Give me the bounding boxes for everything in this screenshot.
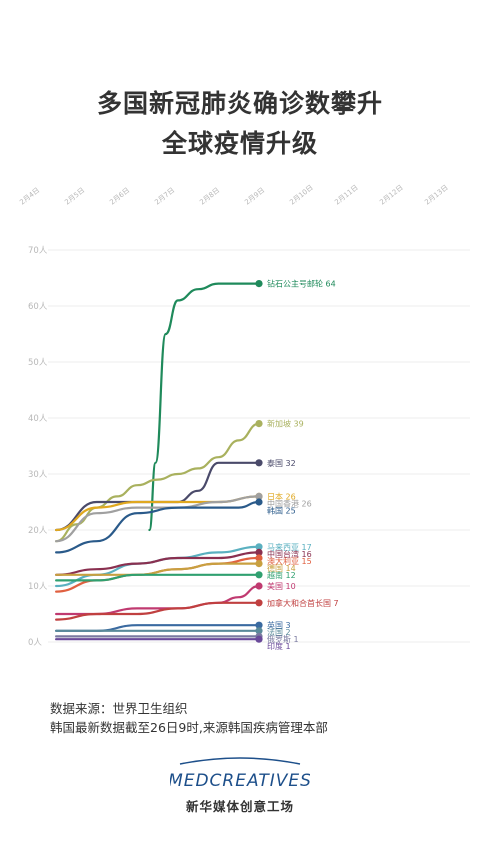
y-tick-layer: 0人 10人 20人 30人 40人 50人 60人 70人 xyxy=(28,246,48,648)
x-tick-label: 2月13日 xyxy=(423,183,449,206)
series-end-dot xyxy=(255,627,263,635)
series-line xyxy=(148,282,261,532)
series-label: 越南 12 xyxy=(267,570,296,580)
x-tick-label: 2月11日 xyxy=(333,183,359,206)
x-tick-label: 2月4日 xyxy=(18,186,41,206)
series-end-dot xyxy=(255,582,263,590)
series-line xyxy=(55,500,261,554)
y-tick-label: 60人 xyxy=(28,302,48,312)
y-tick-label: 20人 xyxy=(28,526,48,536)
series-end-dot xyxy=(255,560,263,568)
series-label: 加拿大和合首长国 7 xyxy=(267,598,339,608)
series-end-dot xyxy=(255,280,263,288)
series-end-dot xyxy=(255,635,263,643)
series-label: 中国香港 26 xyxy=(267,498,312,508)
series-label: 马来西亚 17 xyxy=(267,543,312,552)
source-note-korea: 韩国最新数据截至26日9时,来源韩国疾病管理本部 xyxy=(50,720,328,735)
series-end-dot xyxy=(255,599,263,607)
series-line xyxy=(55,584,261,616)
y-tick-label: 0人 xyxy=(28,638,42,648)
title-line-1: 多国新冠肺炎确诊数攀升 xyxy=(96,89,383,118)
x-tick-label: 2月12日 xyxy=(378,183,404,206)
series-label: 法国 2 xyxy=(267,627,291,637)
x-tick-label: 2月10日 xyxy=(288,183,314,206)
series-label: 日本 26 xyxy=(267,491,296,501)
x-tick-label: 2月6日 xyxy=(108,186,131,206)
series-label: 泰国 32 xyxy=(267,458,296,468)
series-label: 德国 14 xyxy=(267,563,296,573)
x-tick-label: 2月9日 xyxy=(243,186,266,206)
series-label: 钻石公主号邮轮 64 xyxy=(267,279,336,289)
logo-wordmark: MEDCREATIVES xyxy=(170,771,310,791)
grid-layer xyxy=(48,249,470,643)
series-end-dot xyxy=(255,459,263,467)
series-end-dot xyxy=(255,548,263,557)
x-tick-label: 2月7日 xyxy=(153,186,176,206)
title-line-2: 全球疫情升级 xyxy=(161,129,318,158)
y-tick-label: 30人 xyxy=(28,470,48,480)
series-line xyxy=(55,601,261,621)
series-line xyxy=(55,422,261,543)
series-end-dot xyxy=(255,621,263,629)
y-tick-label: 70人 xyxy=(28,246,48,256)
series-line xyxy=(55,573,261,582)
series-end-dot xyxy=(255,498,263,506)
series-label: 美国 10 xyxy=(267,581,296,591)
series-line xyxy=(55,551,261,576)
series-label: 英国 3 xyxy=(267,620,291,630)
series-line xyxy=(55,562,261,576)
series-end-dot xyxy=(255,420,263,428)
series-line xyxy=(55,461,261,532)
series-label: 新加坡 39 xyxy=(267,419,304,429)
medcreatives-logo: MEDCREATIVES xyxy=(170,757,310,791)
source-note: 数据来源：世界卫生组织 xyxy=(50,701,188,716)
x-tick-label: 2月8日 xyxy=(198,186,221,206)
x-tick-label: 2月5日 xyxy=(63,186,86,206)
series-line xyxy=(55,495,261,543)
series-label: 韩国 25 xyxy=(267,505,296,515)
series-end-dot xyxy=(255,554,263,562)
y-tick-label: 40人 xyxy=(28,414,48,424)
series-end-dot xyxy=(255,492,263,500)
series-label: 澳大利亚 15 xyxy=(267,556,312,566)
series-label: 俄罗斯 1 xyxy=(267,634,299,644)
series-label: 印度 1 xyxy=(267,641,291,651)
x-tick-layer: 2月4日 2月5日 2月6日 2月7日 2月8日 2月9日 2月10日 2月11日 2月12日 2… xyxy=(18,183,449,206)
series-label: 中国台湾 16 xyxy=(267,549,312,559)
y-tick-label: 50人 xyxy=(28,358,48,368)
logo-caption: 新华媒体创意工场 xyxy=(185,799,294,814)
y-tick-label: 10人 xyxy=(28,582,48,592)
series-end-dot xyxy=(255,571,263,579)
series-line-layer xyxy=(55,282,261,641)
series-end-dot xyxy=(255,543,263,551)
